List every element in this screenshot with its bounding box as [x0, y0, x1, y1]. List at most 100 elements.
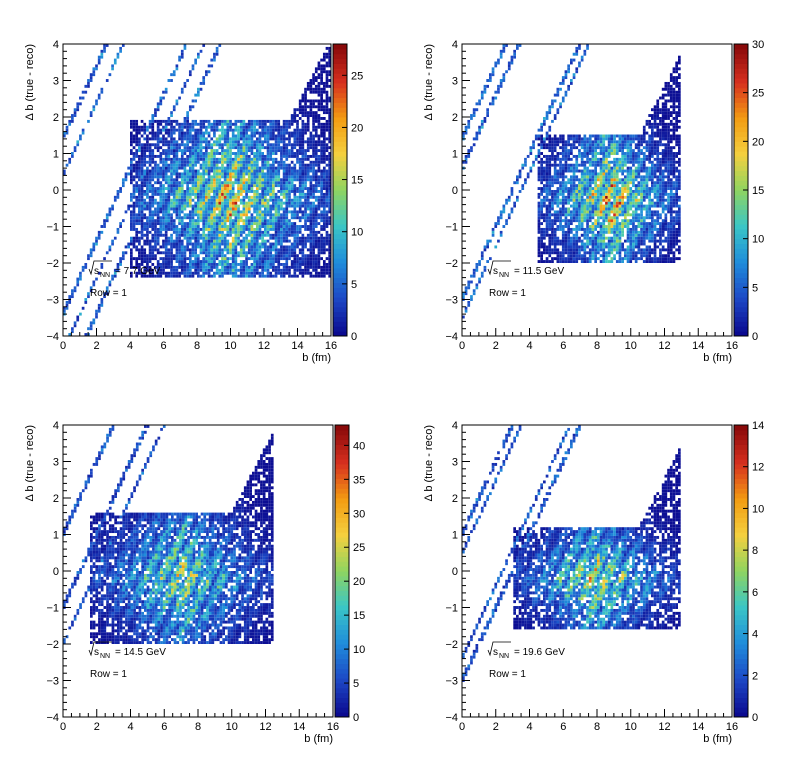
colorbar-segment	[333, 326, 347, 332]
heatmap-cell	[180, 181, 184, 185]
heatmap-cell	[314, 67, 318, 71]
heatmap-cell	[317, 260, 321, 263]
heatmap-cell	[306, 178, 310, 182]
heatmap-cell	[89, 321, 93, 325]
heatmap-cell	[234, 157, 238, 161]
heatmap-cell	[325, 230, 329, 234]
heatmap-cell	[269, 251, 273, 255]
heatmap-cell	[167, 187, 171, 190]
heatmap-cell	[197, 131, 200, 135]
heatmap-cell	[499, 230, 503, 234]
heatmap-cell	[151, 213, 155, 217]
heatmap-cell	[309, 248, 313, 252]
heatmap-cell	[156, 190, 160, 193]
heatmap-cell	[280, 190, 283, 193]
heatmap-cell	[237, 222, 240, 226]
heatmap-cell	[296, 216, 299, 220]
heatmap-cell	[237, 184, 240, 188]
heatmap-cell	[146, 137, 149, 141]
heatmap-cell	[317, 64, 321, 68]
heatmap-cell	[309, 254, 313, 258]
heatmap-cell	[266, 268, 270, 272]
heatmap-cell	[266, 239, 270, 243]
heatmap-cell	[130, 248, 133, 252]
heatmap-cell	[280, 236, 283, 240]
heatmap-cell	[242, 184, 246, 188]
heatmap-cell	[320, 102, 323, 106]
heatmap-cell	[191, 163, 195, 167]
heatmap-cell	[213, 233, 216, 237]
colorbar-segment	[333, 131, 347, 137]
heatmap-cell	[561, 192, 565, 196]
heatmap-cell	[135, 204, 139, 208]
heatmap-cell	[317, 81, 321, 85]
heatmap-cell	[79, 137, 82, 141]
heatmap-cell	[325, 192, 329, 196]
heatmap-cell	[223, 216, 227, 220]
heatmap-cell	[280, 131, 283, 135]
heatmap-cell	[207, 119, 211, 123]
colorbar-segment	[333, 112, 347, 118]
heatmap-cell	[237, 119, 240, 123]
heatmap-cell	[229, 146, 232, 150]
heatmap-cell	[280, 157, 283, 161]
heatmap-cell	[580, 225, 584, 228]
heatmap-cell	[312, 152, 315, 155]
colorbar-segment	[333, 316, 347, 322]
heatmap-cell	[194, 219, 197, 223]
heatmap-cell	[135, 187, 139, 190]
heatmap-cell	[207, 257, 211, 261]
heatmap-cell	[564, 163, 568, 167]
heatmap-cell	[282, 219, 286, 223]
heatmap-cell	[188, 210, 192, 214]
heatmap-cell	[151, 149, 155, 153]
heatmap-cell	[183, 175, 187, 179]
heatmap-cell	[325, 99, 329, 103]
heatmap-cell	[553, 239, 557, 243]
heatmap-cell	[559, 222, 562, 226]
heatmap-cell	[202, 245, 206, 249]
heatmap-cell	[170, 131, 173, 135]
heatmap-cell	[570, 248, 573, 252]
heatmap-cell	[215, 216, 219, 220]
heatmap-cell	[325, 64, 329, 68]
heatmap-cell	[143, 131, 147, 135]
heatmap-cell	[138, 163, 141, 167]
heatmap-cell	[548, 128, 552, 132]
heatmap-cell	[162, 265, 165, 269]
heatmap-cell	[154, 111, 157, 115]
heatmap-cell	[221, 216, 224, 220]
heatmap-cell	[143, 190, 147, 193]
heatmap-cell	[328, 131, 331, 135]
heatmap-cell	[172, 181, 176, 185]
heatmap-cell	[186, 117, 189, 120]
heatmap-cell	[580, 137, 584, 141]
heatmap-cell	[572, 175, 576, 179]
heatmap-cell	[559, 260, 562, 263]
heatmap-cell	[239, 216, 243, 220]
heatmap-cell	[317, 134, 321, 138]
heatmap-cell	[175, 227, 179, 231]
heatmap-cell	[499, 55, 503, 59]
heatmap-cell	[309, 79, 313, 82]
heatmap-cell	[285, 204, 289, 208]
heatmap-cell	[162, 271, 165, 275]
heatmap-cell	[296, 260, 299, 263]
heatmap-cell	[172, 239, 176, 243]
heatmap-cell	[186, 128, 189, 132]
heatmap-cell	[296, 187, 299, 190]
heatmap-cell	[325, 181, 329, 185]
heatmap-cell	[231, 263, 235, 266]
heatmap-cell	[199, 184, 203, 188]
heatmap-cell	[543, 248, 546, 252]
heatmap-cell	[175, 152, 179, 155]
heatmap-cell	[320, 248, 323, 252]
heatmap-cell	[312, 230, 315, 234]
heatmap-cell	[162, 157, 165, 161]
heatmap-cell	[272, 219, 275, 223]
heatmap-cell	[237, 251, 240, 255]
heatmap-cell	[151, 204, 155, 208]
heatmap-cell	[255, 178, 259, 182]
row-text: Row = 1	[90, 288, 127, 299]
heatmap-cell	[298, 271, 302, 275]
